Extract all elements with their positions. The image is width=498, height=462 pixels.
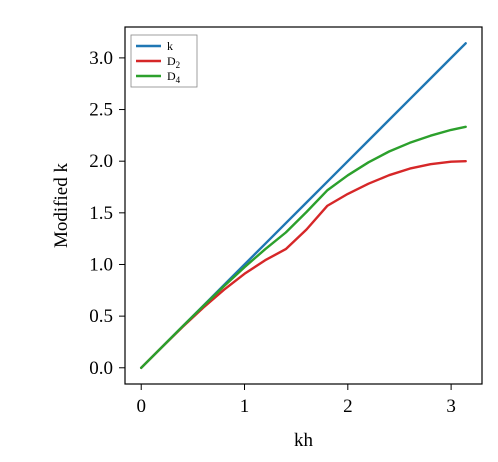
x-tick-label: 2 [343,396,353,417]
x-tick-label: 0 [136,396,146,417]
y-tick-label: 0.5 [89,306,113,327]
y-tick-label: 2.0 [89,151,113,172]
y-tick-label: 1.5 [89,203,113,224]
series-line-1 [140,160,467,369]
y-tick-label: 0.0 [89,358,113,379]
plot-frame [124,26,483,385]
y-axis-label: Modified k [51,163,72,248]
y-tick-label: 3.0 [89,48,113,69]
x-axis-label: kh [294,430,314,451]
legend-label-0: k [167,39,173,53]
y-tick-label: 2.5 [89,100,113,121]
plot-area [140,42,467,369]
x-tick-label: 3 [446,396,456,417]
axis-ticks: 0 1 2 3 0.0 0.5 1.0 1.5 2.0 2.5 3.0 [89,48,456,417]
y-tick-label: 1.0 [89,254,113,275]
series-line-2 [140,125,467,369]
x-tick-label: 1 [240,396,250,417]
